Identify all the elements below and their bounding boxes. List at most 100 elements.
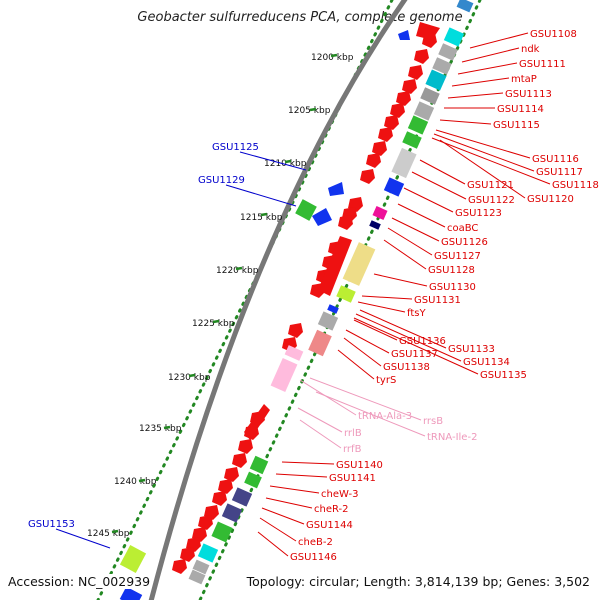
- gene-label: GSU1126: [441, 237, 488, 248]
- leader-line: [259, 517, 297, 542]
- leader-line: [281, 461, 335, 465]
- gene-block: [192, 559, 210, 575]
- gene-label: cheB-2: [298, 537, 333, 548]
- scale-label: 1225 kbp: [192, 319, 235, 329]
- leader-line: [357, 301, 406, 313]
- gene-arrow: [390, 103, 405, 118]
- leader-line: [299, 419, 342, 449]
- gene-arrow: [198, 515, 213, 530]
- summary-text: Topology: circular; Length: 3,814,139 bp…: [246, 574, 590, 589]
- gene-label: GSU1115: [493, 120, 540, 131]
- gene-block: [432, 57, 452, 75]
- gene-label: GSU1123: [455, 208, 502, 219]
- gene-block: [327, 304, 339, 314]
- leader-line: [433, 133, 535, 172]
- gene-label: GSU1133: [448, 344, 495, 355]
- gene-block: [308, 329, 332, 357]
- green-gene: [119, 545, 147, 573]
- gene-block: [407, 115, 429, 135]
- gene-block: [221, 503, 243, 523]
- scale-tick: [188, 373, 196, 378]
- leader-line: [345, 329, 390, 354]
- gene-label: GSU1141: [329, 473, 376, 484]
- scale-label: 1220 kbp: [216, 266, 259, 276]
- scale-tick: [330, 53, 338, 58]
- gene-arrow: [288, 323, 303, 338]
- gene-label: GSU1136: [399, 336, 446, 347]
- inner-dotted-ring: [198, 0, 482, 600]
- rna-label: rrlB: [344, 428, 362, 439]
- gene-block: [336, 285, 356, 303]
- gene-label: GSU1131: [414, 295, 461, 306]
- gene-arrow: [408, 65, 423, 80]
- gene-label: GSU1114: [497, 104, 544, 115]
- gene-arrow: [384, 115, 399, 130]
- leader-line: [387, 227, 433, 256]
- scale-label: 1200 kbp: [311, 53, 354, 63]
- gene-arrow: [402, 79, 417, 94]
- leader-line: [397, 203, 446, 228]
- gene-arrow: [238, 439, 253, 454]
- scale-label: 1230 kbp: [168, 373, 211, 383]
- scale-tick: [235, 266, 243, 271]
- leader-line: [297, 407, 343, 433]
- gene-block: [284, 345, 304, 361]
- gene-label: ftsY: [407, 308, 426, 319]
- gene-label: GSU1146: [290, 552, 337, 563]
- leader-line: [343, 337, 382, 367]
- gene-block: [270, 358, 298, 392]
- rna-label: tRNA-Ala-3: [358, 411, 412, 422]
- gene-arrow: [338, 215, 353, 230]
- gene-arrow: [318, 236, 352, 296]
- scale-tick: [284, 159, 292, 164]
- gene-label: GSU1144: [306, 520, 353, 531]
- gene-block: [342, 242, 376, 286]
- gene-label: ndk: [521, 44, 540, 55]
- leader-line: [403, 187, 454, 213]
- leader-line: [457, 62, 518, 75]
- gene-label: coaBC: [447, 223, 478, 234]
- gene-label: GSU1111: [519, 59, 566, 70]
- gene-arrow: [416, 22, 440, 40]
- gene-label: GSU1128: [428, 265, 475, 276]
- gene-arrow: [232, 453, 247, 468]
- gene-block: [369, 220, 381, 230]
- scale-tick: [309, 107, 317, 112]
- scale-tick: [212, 319, 220, 324]
- leader-line: [461, 47, 520, 63]
- leader-line: [257, 531, 289, 557]
- leader-line: [439, 139, 526, 199]
- leader-line: [275, 473, 328, 478]
- gene-label: cheW-3: [321, 489, 358, 500]
- gene-arrow: [172, 559, 187, 574]
- genome-backbone: [148, 0, 408, 600]
- gene-block: [249, 455, 269, 475]
- scale-label: 1240 kbp: [114, 477, 157, 487]
- leader-line: [239, 151, 307, 171]
- gene-arrow: [378, 127, 393, 142]
- leader-line: [225, 184, 297, 207]
- leader-line: [353, 319, 398, 341]
- gene-block: [443, 27, 465, 47]
- gene-arrow: [360, 169, 375, 184]
- gene-block: [456, 0, 474, 13]
- gene-block: [391, 147, 417, 179]
- gene-block: [244, 471, 262, 489]
- gene-label: GSU1121: [467, 180, 514, 191]
- gene-arrow: [366, 153, 381, 168]
- gene-arrow: [372, 141, 387, 156]
- gene-block: [402, 131, 422, 149]
- leader-line: [309, 377, 422, 421]
- gene-block: [438, 43, 458, 61]
- gene-label: GSU1116: [532, 154, 579, 165]
- accession-text: Accession: NC_002939: [8, 574, 151, 589]
- gene-label: GSU1122: [468, 195, 515, 206]
- gene-arrow: [224, 467, 239, 482]
- leader-line: [419, 159, 466, 185]
- leader-line: [337, 349, 375, 380]
- leader-line: [383, 239, 427, 270]
- scale-label: 1235 kbp: [139, 424, 182, 434]
- leader-line: [391, 217, 440, 242]
- gene-block: [231, 487, 253, 507]
- gene-arrow: [244, 404, 270, 440]
